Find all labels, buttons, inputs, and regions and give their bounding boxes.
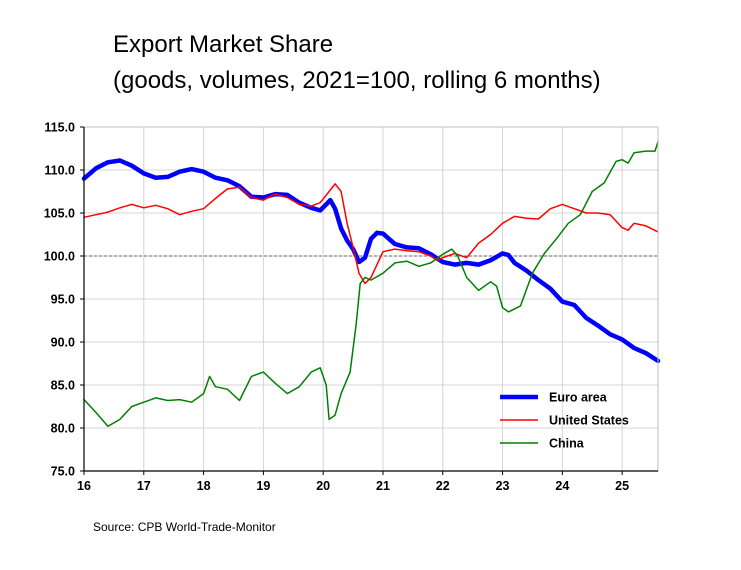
series-line-united-states: [83, 183, 659, 285]
y-tick-label: 90.0: [51, 336, 75, 350]
legend-label-china: China: [549, 437, 585, 451]
y-tick-label: 80.0: [51, 422, 75, 436]
legend-label-euro-area: Euro area: [549, 391, 608, 405]
y-tick-label: 110.0: [44, 164, 75, 178]
x-tick-label: 18: [197, 479, 211, 493]
x-tick-labels: 16 17 18 19 20 21 22 23 24 25: [77, 479, 629, 493]
axes: [80, 126, 659, 475]
x-tick-label: 21: [376, 479, 390, 493]
x-tick-label: 24: [555, 479, 569, 493]
legend-label-united-states: United States: [549, 414, 629, 428]
y-tick-label: 100.0: [44, 250, 75, 264]
y-tick-label: 105.0: [44, 207, 75, 221]
source-note: Source: CPB World-Trade-Monitor: [93, 520, 276, 534]
y-tick-label: 75.0: [51, 465, 75, 479]
series-line-china: [83, 140, 659, 428]
y-tick-label: 95.0: [51, 293, 75, 307]
x-tick-label: 25: [615, 479, 629, 493]
y-tick-labels: 75.0 80.0 85.0 90.0 95.0 100.0 105.0 110.0 115.0: [44, 121, 75, 479]
x-tick-label: 22: [436, 479, 450, 493]
x-tick-label: 16: [77, 479, 91, 493]
y-tick-label: 115.0: [44, 121, 75, 135]
series-line-euro-area: [81, 158, 661, 364]
chart-title: Export Market Share: [113, 31, 333, 58]
x-tick-label: 17: [137, 479, 151, 493]
legend: Euro area United States China: [500, 391, 629, 451]
x-tick-label: 20: [316, 479, 330, 493]
chart-subtitle: (goods, volumes, 2021=100, rolling 6 mon…: [113, 67, 601, 94]
series-lines: [81, 140, 661, 428]
x-tick-label: 23: [496, 479, 510, 493]
x-tick-label: 19: [256, 479, 270, 493]
y-tick-label: 85.0: [51, 379, 75, 393]
